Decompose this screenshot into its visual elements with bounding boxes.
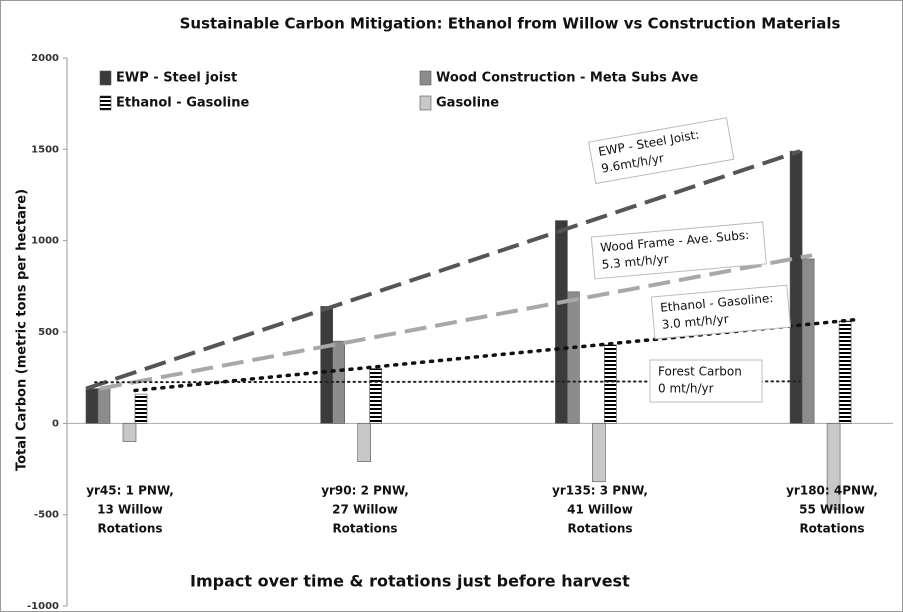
trend-annotation: Ethanol - Gasoline:3.0 mt/h/yr bbox=[650, 284, 791, 340]
x-tick-label: Rotations bbox=[332, 522, 397, 536]
bar bbox=[555, 220, 568, 424]
y-tick-label: 1500 bbox=[31, 144, 59, 155]
legend-swatch bbox=[419, 70, 432, 86]
trend-line bbox=[99, 253, 813, 391]
x-tick-label: Rotations bbox=[97, 522, 162, 536]
y-tick-label: 0 bbox=[52, 418, 59, 429]
bar bbox=[320, 306, 334, 424]
x-tick-label: 41 Willow bbox=[567, 503, 633, 517]
annotation-box bbox=[650, 284, 791, 340]
bar bbox=[85, 388, 99, 424]
x-tick-label: yr135: 3 PNW, bbox=[552, 484, 648, 498]
annotation-text: 3.0 mt/h/yr bbox=[661, 312, 729, 332]
x-tick-label: yr45: 1 PNW, bbox=[86, 484, 174, 498]
x-tick-label: Rotations bbox=[567, 522, 632, 536]
x-tick-label: Rotations bbox=[799, 522, 864, 536]
bar bbox=[97, 388, 111, 424]
annotation-box bbox=[588, 117, 735, 185]
trend-line bbox=[85, 149, 801, 391]
x-tick-label: 13 Willow bbox=[97, 503, 163, 517]
annotation-text: 5.3 mt/h/yr bbox=[601, 252, 669, 272]
annotation-box bbox=[590, 221, 767, 280]
y-axis-title: Total Carbon (metric tons per hectare) bbox=[15, 189, 30, 471]
x-tick-label: 55 Willow bbox=[799, 503, 865, 517]
bar bbox=[567, 291, 580, 424]
legend-label: Gasoline bbox=[436, 96, 499, 111]
x-tick-label: 27 Willow bbox=[332, 503, 398, 517]
x-axis-title: Impact over time & rotations just before… bbox=[190, 572, 630, 591]
legend-swatch bbox=[99, 95, 112, 111]
bar bbox=[122, 423, 137, 442]
x-tick-label: yr180: 4PNW, bbox=[786, 484, 878, 498]
bar bbox=[838, 320, 852, 424]
legend-label: Ethanol - Gasoline bbox=[116, 96, 249, 111]
legend-label: EWP - Steel joist bbox=[116, 71, 237, 86]
chart-title: Sustainable Carbon Mitigation: Ethanol f… bbox=[180, 15, 841, 33]
bar bbox=[592, 423, 606, 483]
trend-annotation: Forest Carbon 0 mt/h/yr bbox=[649, 359, 763, 403]
y-tick-label: 2000 bbox=[31, 53, 59, 64]
y-tick-label: -1000 bbox=[27, 601, 59, 612]
legend-swatch bbox=[419, 95, 432, 111]
x-tick-label: yr90: 2 PNW, bbox=[321, 484, 409, 498]
bar bbox=[369, 368, 383, 424]
annotation-text: 0 mt/h/yr bbox=[658, 382, 714, 396]
bar bbox=[789, 150, 803, 424]
bar bbox=[604, 344, 617, 424]
bar bbox=[826, 423, 841, 510]
annotation-box bbox=[649, 359, 763, 403]
bar bbox=[134, 393, 148, 424]
y-tick-label: -500 bbox=[34, 510, 59, 521]
legend-label: Wood Construction - Meta Subs Ave bbox=[436, 71, 698, 86]
annotation-text: Forest Carbon bbox=[658, 365, 742, 379]
y-tick-label: 500 bbox=[38, 327, 59, 338]
legend-swatch bbox=[99, 70, 112, 86]
bar bbox=[357, 423, 372, 462]
y-tick-label: 1000 bbox=[31, 236, 59, 247]
bar bbox=[801, 258, 815, 424]
